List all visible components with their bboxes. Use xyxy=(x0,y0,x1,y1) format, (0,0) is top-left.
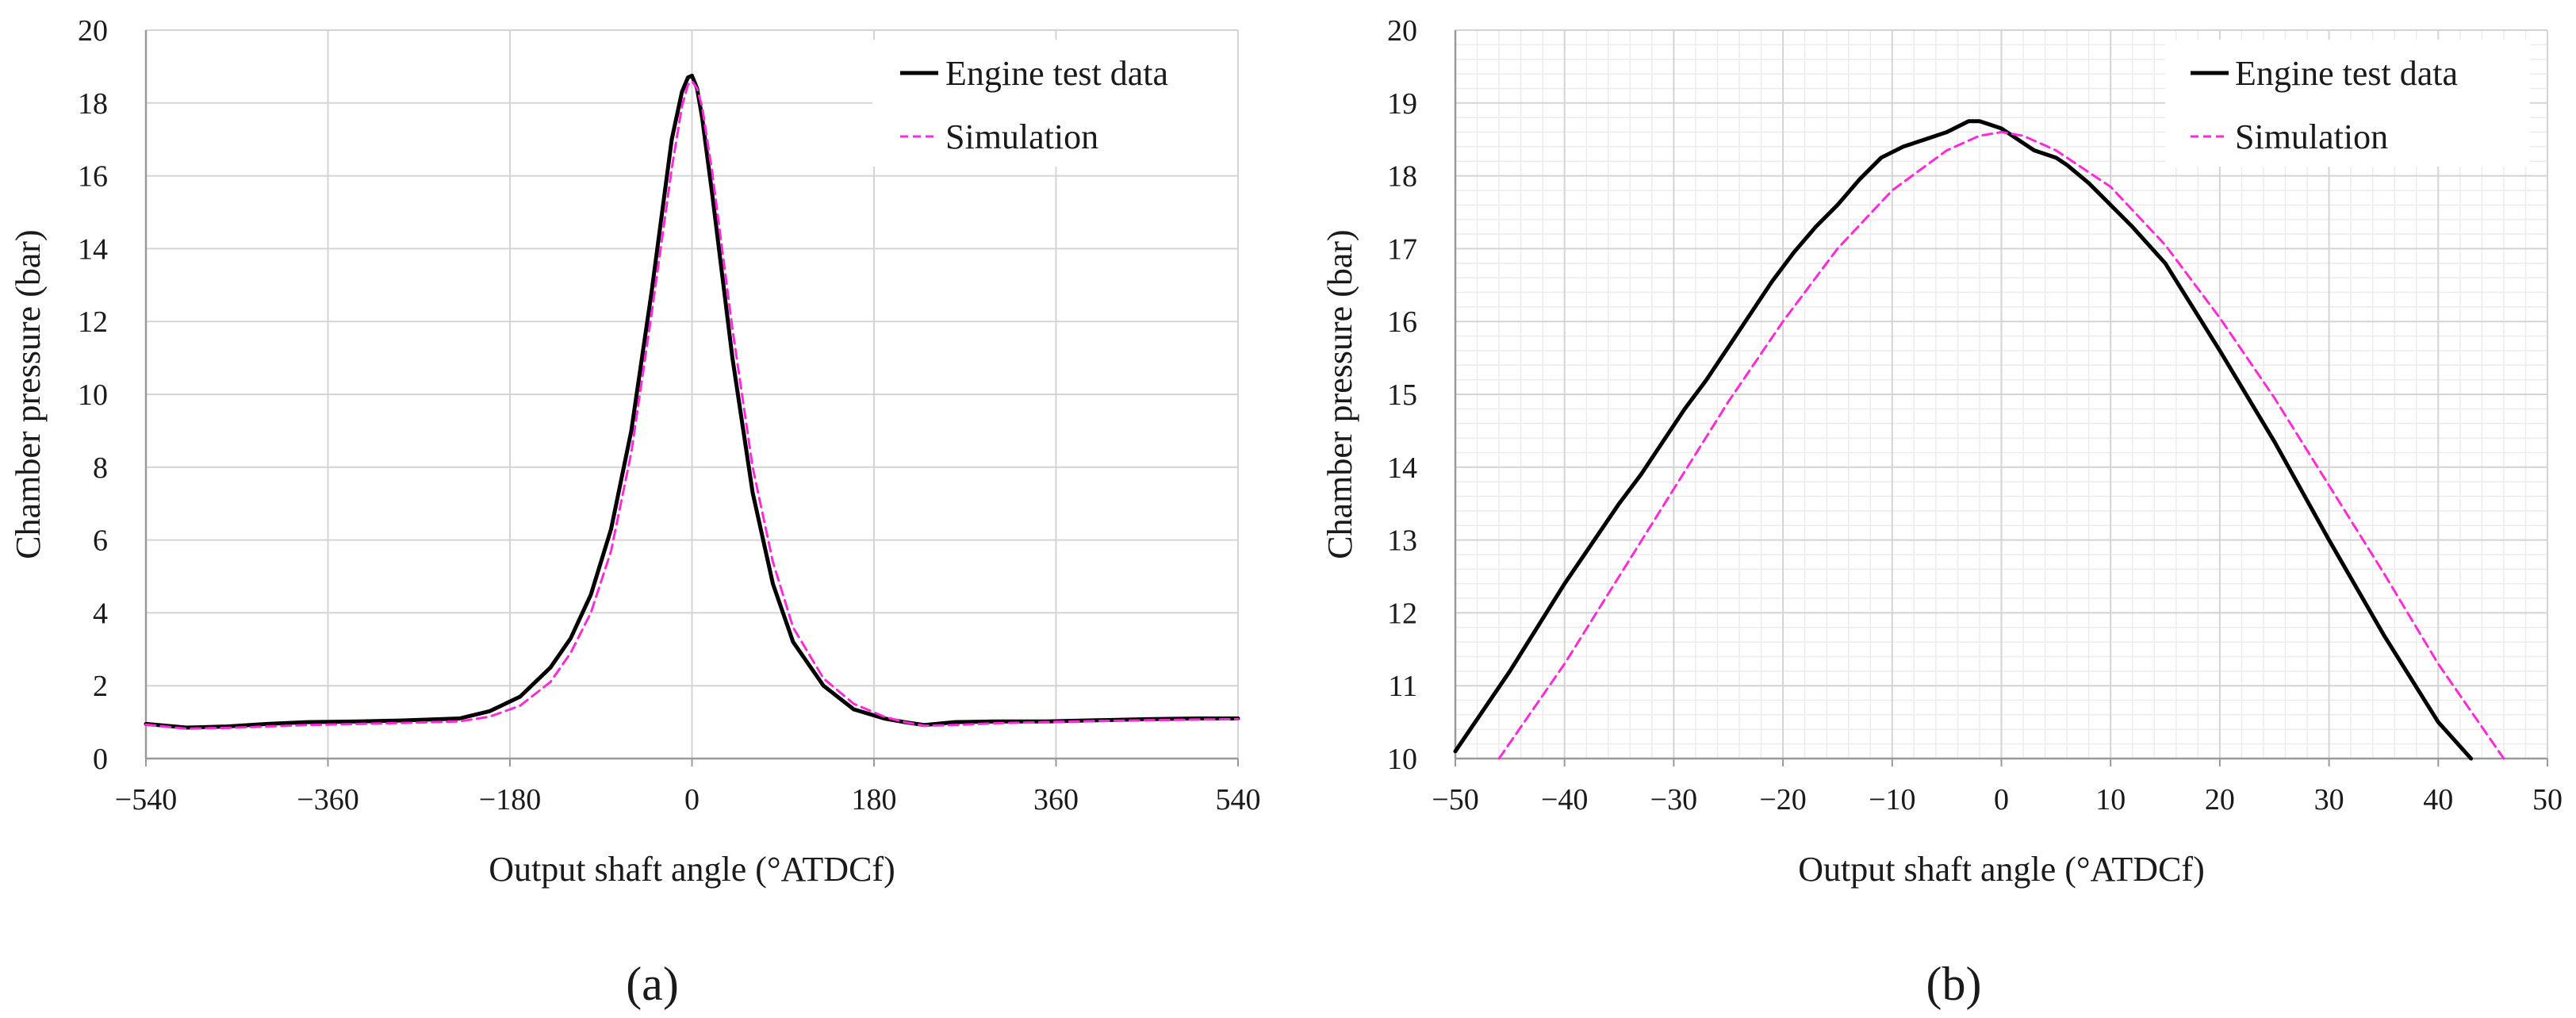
chart-b-x-ticks: −50 −40 −30 −20 −10 0 10 20 30 40 50 xyxy=(1432,759,2563,816)
chart-a-x-tick-label: −540 xyxy=(115,783,177,816)
chart-b-x-tick-label: 20 xyxy=(2205,783,2235,816)
chart-b-legend-label-sim: Simulation xyxy=(2235,117,2388,156)
chart-b-y-tick-label: 18 xyxy=(1387,160,1417,194)
chart-a-y-tick-label: 12 xyxy=(78,305,108,339)
chart-b-series-simulation xyxy=(1497,131,2505,760)
chart-a-x-tick-label: −360 xyxy=(297,783,358,816)
chart-a-y-tick-label: 6 xyxy=(93,524,108,558)
chart-b-y-tick-label: 19 xyxy=(1387,87,1417,121)
chart-a-y-tick-label: 10 xyxy=(78,378,108,412)
chart-a-x-axis-label: Output shaft angle (°ATDCf) xyxy=(489,850,895,889)
chart-b-x-tick-label: −40 xyxy=(1541,783,1588,816)
chart-a-y-tick-label: 16 xyxy=(78,160,108,194)
chart-a: 0 2 4 6 8 10 12 14 16 18 20 −540 −360 −180 0 180 360 540… xyxy=(9,14,1261,1010)
chart-a-legend-background xyxy=(872,40,1237,167)
chart-a-legend-label-test: Engine test data xyxy=(945,54,1168,93)
chart-b: 10 11 12 13 14 15 16 17 18 19 20 −50 −40 −30 −20 −10 0 1… xyxy=(1321,14,2563,1010)
chart-b-y-ticks: 10 11 12 13 14 15 16 17 18 19 20 xyxy=(1387,14,1417,776)
chart-a-y-tick-label: 8 xyxy=(93,451,108,485)
chart-b-legend-label-test: Engine test data xyxy=(2235,54,2458,93)
chart-a-x-tick-label: 0 xyxy=(684,783,700,816)
chart-b-y-axis-label: Chamber pressure (bar) xyxy=(1321,229,1359,559)
chart-b-y-tick-label: 13 xyxy=(1387,524,1417,558)
chart-b-legend-background xyxy=(2165,40,2530,167)
chart-a-x-ticks: −540 −360 −180 0 180 360 540 xyxy=(115,759,1261,816)
chart-a-series xyxy=(144,73,1240,730)
chart-b-x-axis-label: Output shaft angle (°ATDCf) xyxy=(1798,850,2205,889)
chart-b-y-tick-label: 17 xyxy=(1387,232,1417,266)
chart-b-y-tick-label: 10 xyxy=(1387,743,1417,776)
chart-b-y-tick-label: 12 xyxy=(1387,597,1417,630)
chart-b-panel-label: (b) xyxy=(1926,958,1982,1010)
chart-b-series xyxy=(1453,119,2505,761)
chart-b-x-tick-label: 0 xyxy=(1994,783,2009,816)
chart-b-y-tick-label: 14 xyxy=(1387,451,1417,485)
chart-b-y-tick-label: 16 xyxy=(1387,305,1417,339)
chart-a-y-tick-label: 18 xyxy=(78,87,108,121)
chart-a-y-tick-label: 14 xyxy=(78,232,108,266)
chart-a-panel-label: (a) xyxy=(626,958,679,1010)
chart-b-legend: Engine test data Simulation xyxy=(2165,40,2530,167)
chart-b-x-tick-label: −50 xyxy=(1432,783,1478,816)
chart-a-legend-label-sim: Simulation xyxy=(945,117,1098,156)
chart-b-series-engine-test xyxy=(1453,119,2474,761)
chart-a-series-simulation xyxy=(144,79,1240,730)
chart-a-x-tick-label: −180 xyxy=(479,783,541,816)
chart-a-y-tick-label: 2 xyxy=(93,670,108,703)
chart-b-x-tick-label: 30 xyxy=(2314,783,2344,816)
chart-a-x-tick-label: 540 xyxy=(1216,783,1261,816)
chart-a-y-ticks: 0 2 4 6 8 10 12 14 16 18 20 xyxy=(78,14,108,776)
chart-b-x-tick-label: −30 xyxy=(1650,783,1697,816)
chart-b-y-tick-label: 11 xyxy=(1388,670,1417,703)
chart-b-x-tick-label: −10 xyxy=(1869,783,1915,816)
chart-b-y-tick-label: 20 xyxy=(1387,14,1417,48)
chart-a-series-engine-test xyxy=(144,73,1240,730)
chart-b-y-tick-label: 15 xyxy=(1387,378,1417,412)
chart-b-x-tick-label: 40 xyxy=(2423,783,2453,816)
chart-b-x-tick-label: 50 xyxy=(2532,783,2563,816)
chart-b-x-tick-label: 10 xyxy=(2095,783,2126,816)
chart-a-x-tick-label: 180 xyxy=(852,783,897,816)
chart-a-y-tick-label: 4 xyxy=(93,597,108,630)
chart-a-x-tick-label: 360 xyxy=(1033,783,1079,816)
chart-a-legend: Engine test data Simulation xyxy=(872,40,1237,167)
chart-a-y-axis-label: Chamber pressure (bar) xyxy=(9,229,48,559)
chart-b-x-tick-label: −20 xyxy=(1759,783,1806,816)
chart-a-y-tick-label: 20 xyxy=(78,14,108,48)
chart-a-y-tick-label: 0 xyxy=(93,743,108,776)
